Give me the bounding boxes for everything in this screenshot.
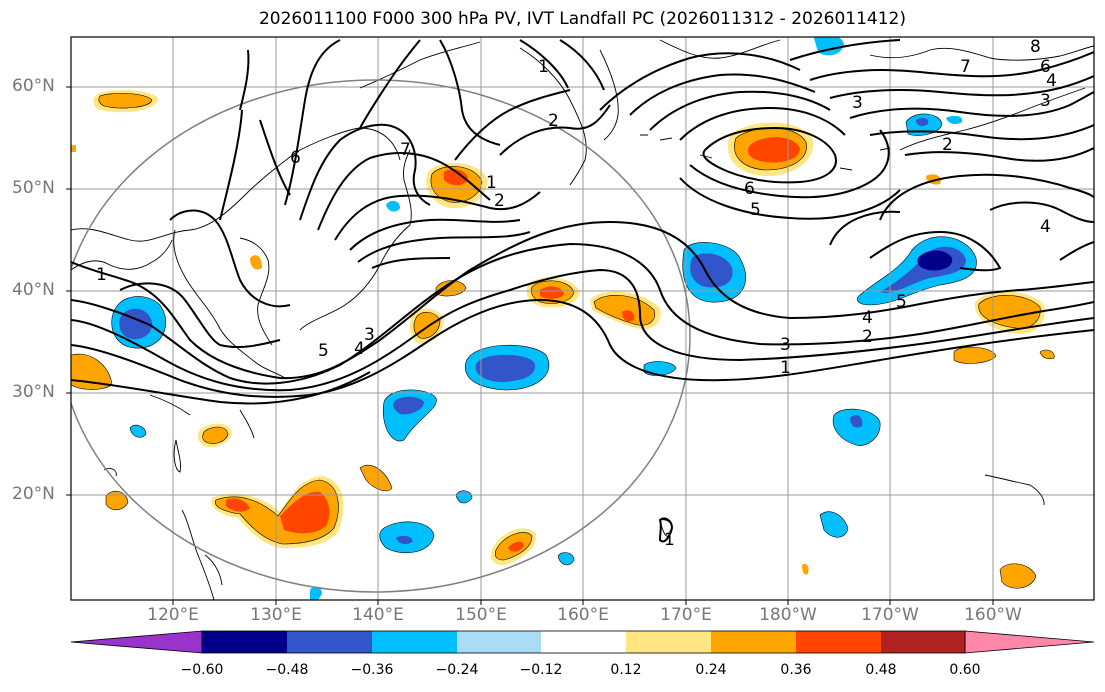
lon-label: 160°W [964,605,1022,625]
lat-label: 20°N [12,484,55,504]
pv-positive-anomalies [71,90,1055,589]
contour-label: 5 [750,200,761,220]
contour-label: 4 [1046,71,1057,91]
lat-label: 40°N [12,280,55,300]
contour-label: 2 [942,135,953,155]
contour-label: 2 [494,191,505,211]
contour-label: 1 [486,173,497,193]
colorbar [70,630,1095,654]
contour-label: 7 [400,140,411,160]
contour-label: 3 [780,335,791,355]
pv-contours [71,39,1094,543]
contour-label: 1 [538,57,549,77]
contour-label: 4 [1040,217,1051,237]
colorbar-segment [964,630,1095,654]
lat-label: 30°N [12,382,55,402]
colorbar-tick-label: −0.12 [519,662,563,678]
colorbar-tick-label: 0.48 [865,662,897,678]
colorbar-segment [796,631,881,653]
contour-label: 2 [862,327,873,347]
distance-circle [71,79,691,593]
contour-label: 6 [1040,57,1051,77]
contour-label: 3 [852,93,863,113]
contour-label: 8 [1030,37,1041,57]
contour-label: 4 [354,339,365,359]
contour-label: 3 [364,325,375,345]
contour-label: 6 [290,148,301,168]
colorbar-tick-label: −0.48 [265,662,309,678]
colorbar-tick-label: −0.36 [350,662,394,678]
colorbar-segment [202,631,287,653]
tick-marks [66,86,994,605]
colorbar-segment [541,631,626,653]
lon-label: 170°E [660,605,712,625]
lon-label: 130°E [250,605,302,625]
map-title: 2026011100 F000 300 hPa PV, IVT Landfall… [258,9,906,29]
colorbar-segment [711,631,796,653]
contour-label: 1 [96,265,107,285]
lat-label: 60°N [12,76,55,96]
contour-label: 1 [664,530,675,550]
contour-label: 6 [744,179,755,199]
colorbar-tick-label: 0.60 [949,662,981,678]
lon-label: 160°E [557,605,609,625]
colorbar-tick-label: 0.12 [610,662,642,678]
colorbar-segment [287,631,372,653]
lon-label: 120°E [147,605,199,625]
colorbar-tick-label: 0.24 [695,662,727,678]
colorbar-segment [70,630,203,654]
contour-labels: 1 2 3 4 5 6 7 8 1 2 3 4 5 6 1 2 3 4 5 1 … [96,37,1057,550]
lon-label: 180°W [759,605,817,625]
contour-label: 1 [780,358,791,378]
colorbar-segment [881,631,965,653]
lon-label: 150°E [455,605,507,625]
lon-label: 140°E [352,605,404,625]
lon-label: 170°W [861,605,919,625]
colorbar-segment [457,631,541,653]
contour-label: 7 [960,57,971,77]
grid-lines [71,37,1094,600]
contour-label: 5 [896,292,907,312]
contour-label: 5 [318,341,329,361]
colorbar-tick-label: 0.36 [780,662,812,678]
contour-label: 3 [1040,91,1051,111]
lat-label: 50°N [12,178,55,198]
colorbar-segment [372,631,457,653]
colorbar-tick-label: −0.24 [435,662,479,678]
contour-label: 4 [862,308,873,328]
pv-negative-anomalies [111,37,977,600]
colorbar-segment [626,631,711,653]
colorbar-tick-label: −0.60 [180,662,224,678]
contour-label: 2 [548,111,559,131]
